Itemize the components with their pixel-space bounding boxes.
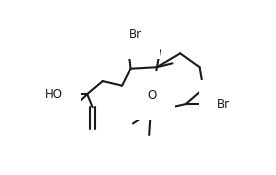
Text: Br: Br (129, 28, 142, 41)
Text: Br: Br (217, 98, 230, 111)
Text: O: O (148, 89, 157, 102)
Text: HO: HO (45, 88, 63, 101)
